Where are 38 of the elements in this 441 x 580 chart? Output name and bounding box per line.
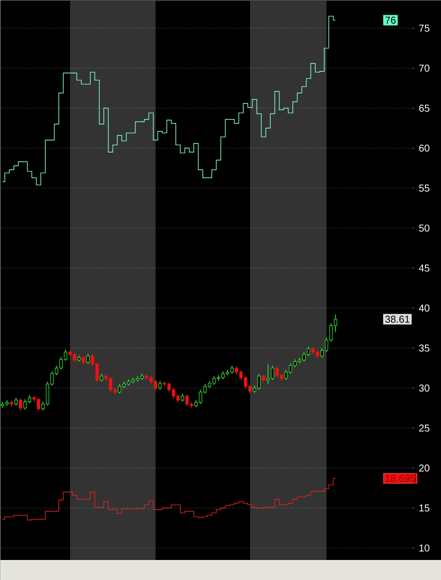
y-tick-label: 50 (419, 224, 430, 232)
candlestick (185, 394, 189, 407)
y-tick-label: 15 (419, 504, 430, 512)
candlestick (198, 389, 202, 404)
candlestick (108, 376, 112, 392)
candlestick (306, 346, 310, 356)
y-tick-label: 60 (419, 144, 430, 152)
text: 18.695 (386, 474, 415, 482)
candlestick (36, 397, 40, 412)
candlestick (302, 352, 306, 362)
candlestick (18, 398, 22, 411)
candlestick (162, 381, 166, 387)
candlestick (270, 365, 274, 380)
y-tick-label: 75 (419, 24, 430, 32)
candlestick (154, 380, 158, 391)
candlestick (23, 398, 27, 410)
candlestick (275, 366, 279, 378)
text: 38.61 (385, 316, 410, 323)
y-tick-label: 25 (419, 424, 430, 432)
y-tick-label: 45 (418, 264, 430, 272)
candlestick (172, 388, 176, 399)
candlestick (72, 352, 76, 363)
y-tick-label: 20 (419, 464, 430, 472)
y-tick-label: 35 (419, 344, 430, 352)
text: 76 (385, 16, 396, 24)
candlestick (266, 364, 270, 384)
candlestick (86, 353, 90, 364)
candlestick (257, 373, 261, 390)
y-tick-label: 65 (419, 104, 430, 112)
y-tick-label: 40 (418, 304, 430, 312)
y-tick-label: 30 (419, 384, 430, 392)
y-tick-label: 55 (419, 184, 430, 192)
candlestick (244, 376, 248, 390)
candlestick (118, 384, 122, 394)
y-tick-label: 70 (419, 64, 430, 72)
candlestick (167, 382, 171, 392)
y-tick-label: 10 (419, 544, 430, 552)
candlestick (284, 369, 288, 380)
